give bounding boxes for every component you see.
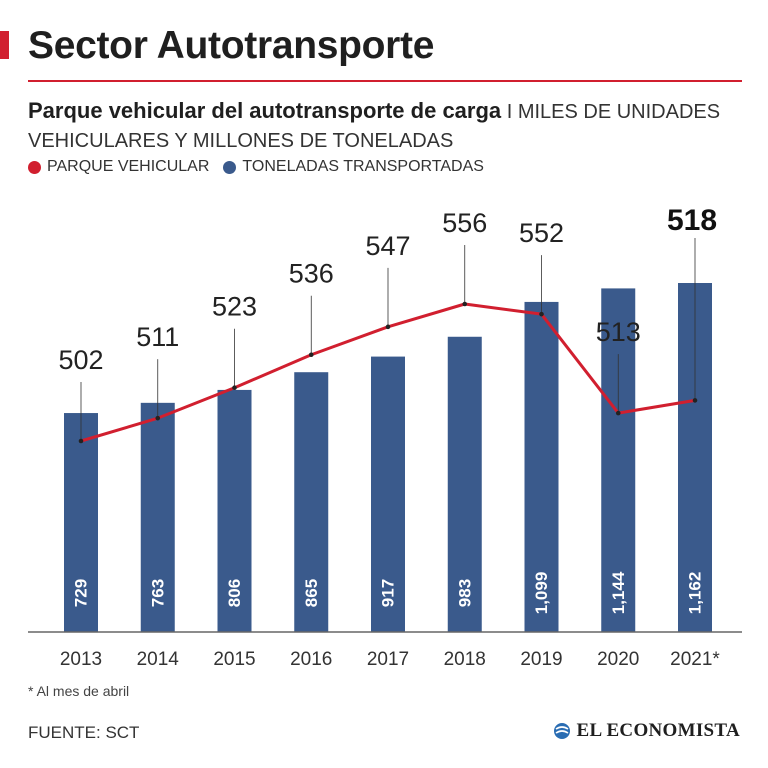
x-tick-2016: 2016 bbox=[290, 649, 332, 670]
bar-2016 bbox=[294, 372, 329, 632]
line-point-2016 bbox=[308, 352, 314, 358]
line-label-2014: 511 bbox=[136, 322, 179, 352]
x-tick-2019: 2019 bbox=[520, 649, 562, 670]
bar-2019 bbox=[524, 301, 559, 632]
footnote: * Al mes de abril bbox=[28, 683, 130, 699]
line-point-2013 bbox=[78, 438, 84, 444]
line-point-2017 bbox=[385, 324, 391, 330]
line-label-2020: 513 bbox=[596, 317, 641, 347]
x-tick-2021*: 2021* bbox=[670, 649, 720, 670]
bar-2017 bbox=[371, 356, 405, 632]
x-tick-2014: 2014 bbox=[137, 649, 180, 670]
line-point-2018 bbox=[462, 301, 468, 307]
header-rule bbox=[28, 80, 742, 82]
x-tick-2018: 2018 bbox=[444, 649, 486, 670]
legend-label-parque: PARQUE VEHICULAR bbox=[47, 158, 210, 175]
bar-label-2017: 917 bbox=[379, 579, 398, 607]
line-point-2021* bbox=[692, 398, 698, 403]
section-title: Sector Autotransporte bbox=[28, 24, 435, 67]
line-label-2016: 536 bbox=[289, 259, 334, 289]
x-tick-2015: 2015 bbox=[213, 649, 255, 670]
bar-2013 bbox=[64, 413, 98, 632]
accent-bar bbox=[0, 31, 9, 59]
line-label-2013: 502 bbox=[58, 345, 103, 375]
bar-label-2018: 983 bbox=[455, 579, 474, 607]
line-point-2014 bbox=[155, 415, 161, 421]
line-label-2015: 523 bbox=[212, 292, 257, 322]
legend-dot-toneladas bbox=[223, 160, 237, 174]
bar-2020 bbox=[601, 288, 636, 632]
legend-item-toneladas: TONELADAS TRANSPORTADAS bbox=[223, 158, 484, 176]
bar-label-2021*: 1,162 bbox=[686, 572, 705, 615]
bar-label-2014: 763 bbox=[148, 579, 167, 607]
x-tick-2017: 2017 bbox=[367, 649, 409, 670]
bar-label-2020: 1,144 bbox=[609, 571, 628, 614]
line-point-2020 bbox=[615, 410, 621, 416]
chart-subtitle: Parque vehicular del autotransporte de c… bbox=[28, 96, 740, 156]
line-label-2017: 547 bbox=[365, 231, 410, 261]
legend-dot-parque bbox=[28, 160, 41, 174]
line-point-2015 bbox=[232, 385, 237, 391]
x-tick-2020: 2020 bbox=[597, 649, 639, 670]
source-note: FUENTE: SCT bbox=[28, 723, 140, 742]
chart-units: I MILES DE UNIDADES VEHICULARES Y MILLON… bbox=[28, 101, 721, 152]
x-tick-2013: 2013 bbox=[60, 649, 102, 670]
bar-label-2013: 729 bbox=[72, 579, 91, 607]
line-label-2018: 556 bbox=[442, 208, 487, 238]
legend-item-parque: PARQUE VEHICULAR bbox=[28, 158, 209, 176]
legend-label-toneladas: TONELADAS TRANSPORTADAS bbox=[242, 158, 484, 175]
bar-label-2016: 865 bbox=[302, 579, 321, 607]
chart-title: Parque vehicular del autotransporte de c… bbox=[28, 98, 502, 123]
brand-logo: EL ECONOMISTA bbox=[553, 720, 741, 742]
brand-name: EL ECONOMISTA bbox=[576, 720, 740, 741]
bar-2015 bbox=[217, 389, 252, 632]
bar-label-2019: 1,099 bbox=[532, 572, 551, 615]
bar-2014 bbox=[140, 402, 175, 632]
brand-globe-icon bbox=[553, 722, 571, 740]
line-point-2019 bbox=[539, 311, 544, 317]
line-label-2019: 552 bbox=[519, 218, 564, 248]
legend: PARQUE VEHICULAR TONELADAS TRANSPORTADAS bbox=[28, 158, 498, 176]
bar-label-2015: 806 bbox=[225, 579, 244, 607]
line-label-2021*: 518 bbox=[667, 204, 717, 237]
bar-2018 bbox=[447, 336, 482, 632]
